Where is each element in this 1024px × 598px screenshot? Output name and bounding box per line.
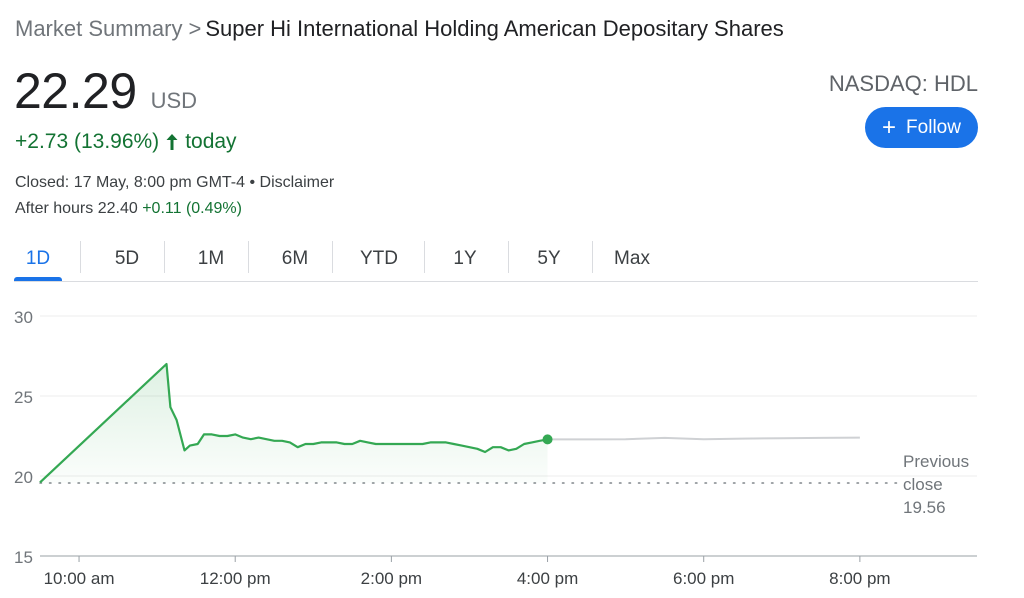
plus-icon: + [882, 113, 897, 141]
tab-divider [248, 241, 249, 273]
tab-1m[interactable]: 1M [190, 241, 232, 277]
previous-close-label: Previous [903, 452, 969, 471]
tab-1y[interactable]: 1Y [444, 241, 486, 277]
tab-label: 1M [197, 248, 225, 269]
x-tick-label: 2:00 pm [361, 569, 422, 588]
tab-ytd[interactable]: YTD [354, 241, 404, 277]
price-change-value: +2.73 (13.96%) [15, 130, 160, 153]
previous-close-label: close [903, 475, 943, 494]
exchange-ticker: NASDAQ: HDL [828, 71, 978, 96]
current-price: 22.29 [14, 63, 137, 119]
currency-label: USD [150, 88, 198, 113]
y-tick-label: 30 [14, 308, 33, 327]
y-tick-label: 20 [14, 468, 33, 487]
breadcrumb: Market Summary > Super Hi International Ho… [15, 16, 784, 42]
last-price-dot [542, 434, 553, 445]
breadcrumb-separator: > [188, 16, 202, 41]
tab-label: YTD [360, 248, 398, 269]
price-area [40, 364, 548, 483]
after-hours-line [547, 436, 860, 441]
tab-label: 5Y [537, 248, 561, 269]
tab-divider [508, 241, 509, 273]
tab-divider [164, 241, 165, 273]
price-block: 22.29 USD [14, 62, 197, 120]
after-hours: After hours 22.40 +0.11 (0.49%) [15, 200, 242, 218]
follow-button[interactable]: + Follow [865, 107, 978, 148]
tab-label: 1Y [453, 248, 477, 269]
after-hours-price: After hours 22.40 [15, 200, 138, 217]
price-change-period: today [185, 130, 237, 153]
tab-1d[interactable]: 1D [14, 241, 62, 281]
tab-label: 5D [114, 248, 140, 269]
tabs-baseline [14, 281, 978, 282]
tab-label: Max [614, 248, 650, 269]
tab-divider [80, 241, 81, 273]
x-tick-label: 8:00 pm [829, 569, 890, 588]
price-change: +2.73 (13.96%) today [15, 130, 237, 154]
x-tick-label: 6:00 pm [673, 569, 734, 588]
y-tick-label: 25 [14, 388, 33, 407]
follow-button-label: Follow [906, 116, 961, 138]
previous-close-label: 19.56 [903, 498, 946, 517]
up-arrow-icon [165, 133, 179, 151]
company-name: Super Hi International Holding American … [205, 16, 784, 41]
x-tick-label: 4:00 pm [517, 569, 578, 588]
time-range-tabs: 1D 5D 1M 6M YTD 1Y 5Y Max [14, 241, 656, 281]
tab-divider [592, 241, 593, 273]
tab-label: 6M [281, 248, 309, 269]
tab-divider [332, 241, 333, 273]
x-tick-label: 10:00 am [44, 569, 115, 588]
price-line [39, 362, 548, 484]
tab-max[interactable]: Max [608, 241, 656, 277]
price-chart[interactable]: 30 25 20 15 10:00 am 12:00 pm 2:00 pm 4:00 pm 6:… [0, 290, 1024, 598]
tab-5d[interactable]: 5D [106, 241, 148, 277]
breadcrumb-market-summary-link[interactable]: Market Summary [15, 16, 183, 41]
market-status: Closed: 17 May, 8:00 pm GMT-4 • Disclaim… [15, 174, 335, 191]
tab-6m[interactable]: 6M [274, 241, 316, 277]
x-tick-label: 12:00 pm [200, 569, 271, 588]
after-hours-change: +0.11 (0.49%) [142, 200, 242, 217]
tab-label: 1D [25, 248, 51, 269]
tab-divider [424, 241, 425, 273]
y-tick-label: 15 [14, 548, 33, 567]
tab-5y[interactable]: 5Y [528, 241, 570, 277]
